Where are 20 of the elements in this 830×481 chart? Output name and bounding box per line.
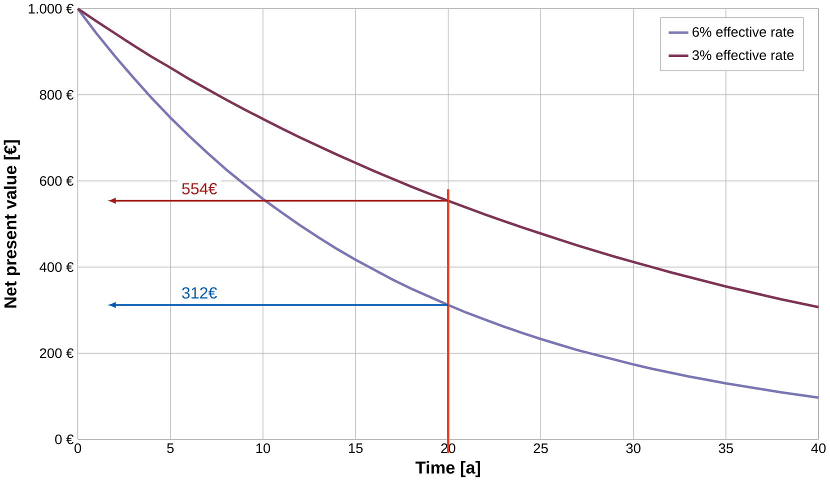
y-tick-label: 1.000 € xyxy=(28,4,74,14)
legend-label: 6% effective rate xyxy=(692,26,794,37)
x-tick-label: 5 xyxy=(167,443,174,454)
x-axis-title: Time [a] xyxy=(415,461,480,478)
annotation: 554€ xyxy=(182,183,217,194)
y-tick-label: 800 € xyxy=(40,90,74,100)
y-axis-title: Net present value [€] xyxy=(4,140,20,308)
y-tick-label: 0 € xyxy=(55,434,74,444)
x-tick-label: 0 xyxy=(74,443,82,454)
x-tick-label: 10 xyxy=(256,443,270,454)
x-tick-label: 15 xyxy=(348,443,363,454)
x-tick-label: 30 xyxy=(626,443,640,454)
x-tick-label: 40 xyxy=(811,443,826,454)
y-tick-label: 400 € xyxy=(40,262,74,272)
y-tick-label: 200 € xyxy=(40,348,74,358)
y-tick-label: 600 € xyxy=(40,176,74,186)
annotation: 312€ xyxy=(182,287,217,299)
x-tick-label: 35 xyxy=(718,443,734,454)
legend-label: 3% effective rate xyxy=(692,50,794,60)
x-tick-label: 25 xyxy=(534,443,548,454)
